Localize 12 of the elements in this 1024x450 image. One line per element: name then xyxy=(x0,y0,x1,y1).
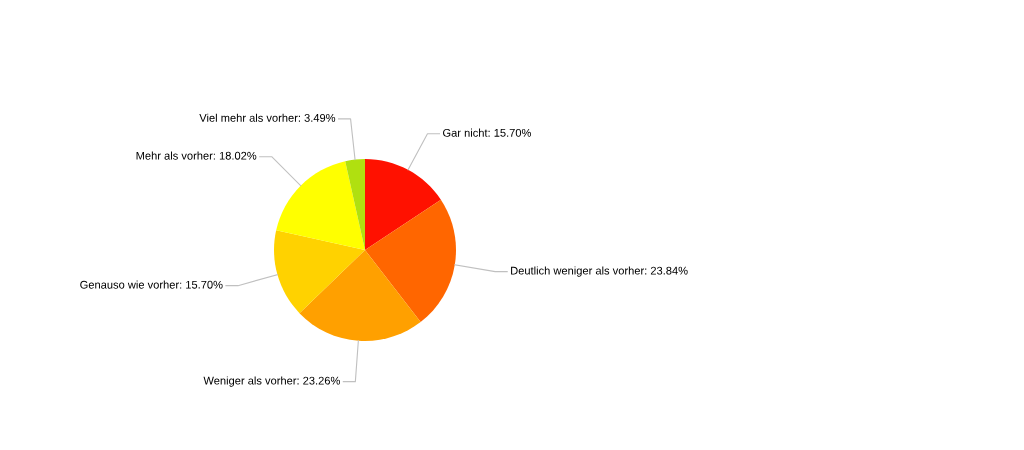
pie-slice xyxy=(299,250,421,341)
slice-label: Genauso wie vorher: 15.70% xyxy=(80,280,223,289)
pie-slice xyxy=(365,159,441,250)
slice-label: Deutlich weniger als vorher: 23.84% xyxy=(511,266,688,277)
slice-label: Gar nicht: 15.70% xyxy=(443,128,532,137)
slice-label: Mehr als vorher: 18.02% xyxy=(136,151,257,160)
pie-slice xyxy=(345,159,365,250)
pie-slice xyxy=(274,230,365,314)
slice-label: Weniger als vorher: 23.26% xyxy=(203,376,340,387)
slice-label: Viel mehr als vorher: 3.49% xyxy=(199,113,336,122)
pie-slice xyxy=(276,161,365,250)
pie-slice xyxy=(365,199,456,323)
